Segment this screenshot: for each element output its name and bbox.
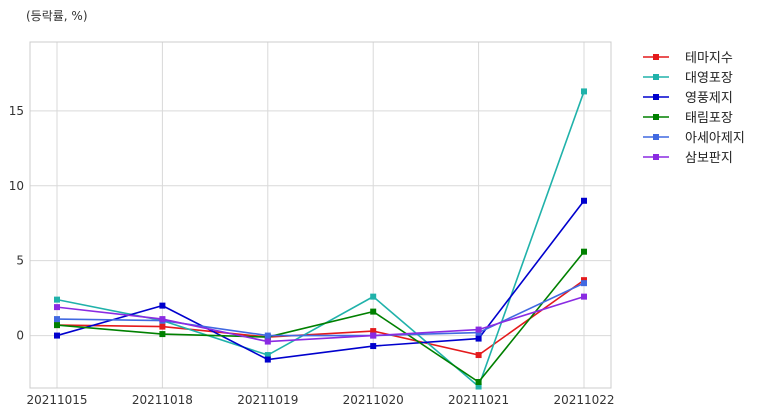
plot-frame — [29, 41, 612, 389]
series-영풍제지 — [54, 197, 587, 363]
x-tick-label: 20211019 — [237, 393, 298, 407]
series-group — [54, 88, 587, 390]
series-삼보판지 — [54, 293, 587, 345]
legend-item[interactable]: 아세아제지 — [643, 131, 745, 146]
legend-item[interactable]: 영풍제지 — [643, 91, 733, 106]
data-point — [264, 352, 271, 359]
data-point — [370, 332, 377, 339]
legend-item[interactable]: 테마지수 — [643, 51, 733, 66]
x-tick-label: 20211022 — [553, 393, 614, 407]
data-point — [264, 332, 271, 339]
legend-label: 테마지수 — [685, 51, 733, 66]
legend-label: 아세아제지 — [685, 131, 745, 146]
y-tick-label: 15 — [9, 104, 24, 118]
data-point — [159, 316, 166, 323]
x-tick-label: 20211015 — [26, 393, 87, 407]
data-point — [54, 304, 60, 311]
y-tick-label: 5 — [16, 254, 24, 268]
legend-label: 삼보판지 — [685, 151, 733, 166]
data-point — [370, 293, 377, 300]
data-point — [475, 335, 482, 342]
data-point — [581, 88, 587, 95]
data-point — [159, 302, 166, 309]
data-point — [581, 248, 587, 255]
legend-marker — [653, 154, 659, 160]
series-아세아제지 — [54, 280, 587, 339]
x-tick-label: 20211021 — [448, 393, 509, 407]
data-point — [581, 280, 587, 287]
data-point — [159, 323, 166, 330]
legend-marker — [653, 94, 659, 100]
legend-marker — [653, 74, 659, 80]
data-point — [264, 338, 271, 345]
legend-label: 대영포장 — [685, 71, 733, 86]
x-tick-label: 20211018 — [132, 393, 193, 407]
legend-label: 영풍제지 — [685, 91, 733, 106]
legend-item[interactable]: 삼보판지 — [643, 151, 733, 166]
data-point — [475, 383, 482, 390]
legend-marker — [653, 114, 659, 120]
series-대영포장 — [54, 88, 587, 390]
data-point — [370, 343, 377, 350]
data-point — [264, 356, 271, 363]
data-point — [54, 296, 60, 303]
data-point — [581, 293, 587, 300]
x-ticks: 20211015 20211018 20211019 20211020 20211021… — [26, 393, 614, 407]
y-ticks: 0 5 10 15 — [9, 104, 24, 343]
data-point — [159, 331, 166, 338]
legend-marker — [653, 134, 659, 140]
series-line — [56, 91, 585, 388]
data-point — [581, 197, 587, 204]
data-point — [475, 379, 482, 386]
y-axis-label: (등락률, %) — [26, 9, 88, 23]
series-line — [56, 251, 585, 384]
legend-item[interactable]: 태림포장 — [643, 111, 733, 126]
series-line — [56, 282, 585, 337]
series-line — [56, 279, 585, 356]
grid — [30, 42, 611, 388]
x-tick-label: 20211020 — [343, 393, 404, 407]
data-point — [54, 322, 60, 329]
series-line — [56, 200, 585, 361]
series-line — [56, 295, 585, 343]
data-point — [54, 316, 60, 323]
legend-item[interactable]: 대영포장 — [643, 71, 733, 86]
data-point — [370, 308, 377, 315]
legend-label: 태림포장 — [685, 111, 733, 126]
series-태림포장 — [54, 248, 587, 386]
data-point — [370, 328, 377, 335]
data-point — [475, 352, 482, 359]
data-point — [475, 326, 482, 333]
y-tick-label: 0 — [16, 329, 24, 343]
legend-marker — [653, 54, 659, 60]
y-tick-label: 10 — [9, 179, 24, 193]
data-point — [54, 332, 60, 339]
